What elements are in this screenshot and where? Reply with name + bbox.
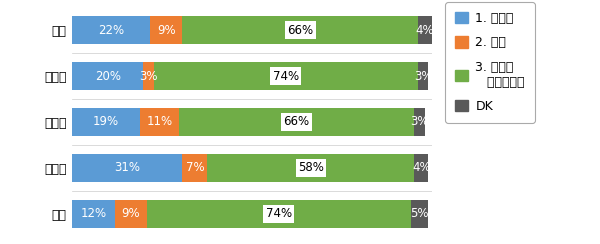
Text: 3%: 3%	[414, 70, 433, 83]
Text: 66%: 66%	[287, 24, 313, 37]
Text: 9%: 9%	[121, 207, 140, 220]
Text: 22%: 22%	[98, 24, 124, 37]
Bar	[147, 200, 410, 228]
Bar	[72, 108, 140, 136]
Bar	[154, 62, 418, 90]
Text: 12%: 12%	[80, 207, 106, 220]
Text: 74%: 74%	[266, 207, 292, 220]
Bar	[72, 200, 115, 228]
Text: 3%: 3%	[139, 70, 158, 83]
Legend: 1. 増える, 2. 減る, 3. 現状と
   変わらない, DK: 1. 増える, 2. 減る, 3. 現状と 変わらない, DK	[445, 2, 535, 123]
Text: 11%: 11%	[146, 115, 172, 129]
Bar	[140, 108, 179, 136]
Text: 66%: 66%	[283, 115, 310, 129]
Bar	[72, 62, 143, 90]
Bar	[410, 200, 428, 228]
Text: 4%: 4%	[416, 24, 434, 37]
Bar	[151, 16, 182, 44]
Bar	[179, 108, 414, 136]
Bar	[418, 16, 432, 44]
Bar	[143, 62, 154, 90]
Bar	[115, 200, 147, 228]
Bar	[72, 16, 151, 44]
Text: 9%: 9%	[157, 24, 176, 37]
Text: 20%: 20%	[95, 70, 121, 83]
Bar	[414, 154, 428, 182]
Bar	[72, 154, 182, 182]
Text: 5%: 5%	[410, 207, 429, 220]
Bar	[182, 154, 208, 182]
Text: 74%: 74%	[273, 70, 299, 83]
Bar	[414, 108, 425, 136]
Text: 19%: 19%	[93, 115, 119, 129]
Text: 58%: 58%	[298, 161, 324, 174]
Text: 3%: 3%	[410, 115, 429, 129]
Bar	[208, 154, 414, 182]
Bar	[418, 62, 428, 90]
Text: 7%: 7%	[185, 161, 204, 174]
Text: 31%: 31%	[114, 161, 140, 174]
Bar	[182, 16, 418, 44]
Text: 4%: 4%	[412, 161, 431, 174]
